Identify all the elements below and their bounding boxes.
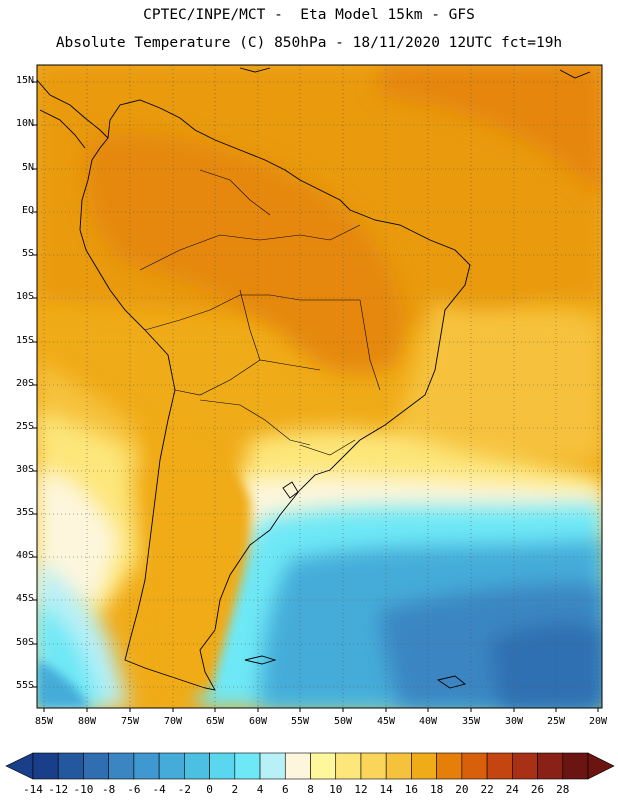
lon-label: 45W bbox=[376, 716, 396, 727]
colorbar-swatch bbox=[57, 752, 84, 780]
colorbar-label: 2 bbox=[231, 783, 239, 796]
lat-label: 30S bbox=[15, 464, 34, 475]
lon-label: 25W bbox=[546, 716, 566, 727]
colorbar-label: -2 bbox=[177, 783, 191, 796]
colorbar-swatch bbox=[512, 752, 538, 780]
lat-label: 5S bbox=[21, 248, 34, 259]
lon-label: 20W bbox=[588, 716, 608, 727]
lat-label: EQ bbox=[21, 205, 34, 216]
lat-label: 25S bbox=[15, 421, 34, 432]
colorbar-label: 24 bbox=[505, 783, 519, 796]
colorbar-swatch bbox=[411, 752, 437, 780]
colorbar-swatch bbox=[133, 752, 160, 780]
coastline bbox=[37, 67, 591, 691]
lat-label: 50S bbox=[15, 637, 34, 648]
lat-label: 15S bbox=[15, 335, 34, 346]
map-frame bbox=[36, 64, 603, 709]
temperature-field bbox=[37, 65, 602, 708]
lon-label: 85W bbox=[34, 716, 54, 727]
lon-label: 60W bbox=[248, 716, 268, 727]
lat-label: 20S bbox=[15, 378, 34, 389]
map-title-line1: CPTEC/INPE/MCT - Eta Model 15km - GFS bbox=[143, 7, 475, 23]
colorbar-swatch bbox=[537, 752, 564, 780]
lon-label: 80W bbox=[77, 716, 97, 727]
lat-label: 45S bbox=[15, 593, 34, 604]
map-title-line2: Absolute Temperature (C) 850hPa - 18/11/… bbox=[55, 35, 563, 51]
lon-label: 35W bbox=[461, 716, 481, 727]
axis-ticks bbox=[33, 81, 599, 712]
lat-label: 55S bbox=[15, 680, 34, 691]
colorbar-swatch bbox=[310, 752, 337, 780]
colorbar-label: 22 bbox=[480, 783, 494, 796]
colorbar bbox=[5, 752, 615, 780]
colorbar-swatch bbox=[335, 752, 362, 780]
colorbar-label: 4 bbox=[256, 783, 264, 796]
lat-label: 40S bbox=[15, 550, 34, 561]
colorbar-max-arrow bbox=[587, 752, 615, 780]
colorbar-label: 28 bbox=[556, 783, 570, 796]
lat-label: 10N bbox=[15, 118, 34, 129]
colorbar-label: 0 bbox=[206, 783, 213, 796]
colorbar-label: 26 bbox=[530, 783, 545, 796]
colorbar-swatch bbox=[259, 752, 286, 780]
colorbar-min-arrow bbox=[5, 752, 34, 780]
colorbar-swatch bbox=[108, 752, 135, 780]
colorbar-swatch bbox=[284, 752, 311, 780]
lon-label: 70W bbox=[163, 716, 183, 727]
colorbar-label: 8 bbox=[307, 783, 314, 796]
lon-label: 55W bbox=[290, 716, 310, 727]
colorbar-swatch bbox=[83, 752, 109, 780]
colorbar-swatch bbox=[385, 752, 412, 780]
colorbar-swatch bbox=[32, 752, 59, 780]
colorbar-label: -4 bbox=[152, 783, 166, 796]
colorbar-swatch bbox=[562, 752, 589, 780]
colorbar-swatch bbox=[436, 752, 463, 780]
colorbar-swatch bbox=[360, 752, 387, 780]
colorbar-label: 12 bbox=[354, 783, 368, 796]
lon-label: 40W bbox=[418, 716, 438, 727]
lat-label: 35S bbox=[15, 507, 34, 518]
colorbar-swatch bbox=[234, 752, 261, 780]
colorbar-label: -10 bbox=[73, 783, 94, 796]
country-borders bbox=[139, 169, 381, 456]
lat-label: 5N bbox=[21, 162, 34, 173]
colorbar-label: 6 bbox=[281, 783, 289, 796]
colorbar-swatch bbox=[158, 752, 185, 780]
colorbar-label: 16 bbox=[404, 783, 419, 796]
colorbar-swatch bbox=[486, 752, 513, 780]
lon-label: 50W bbox=[333, 716, 353, 727]
lon-label: 65W bbox=[205, 716, 225, 727]
colorbar-label: -12 bbox=[48, 783, 69, 796]
colorbar-label: 18 bbox=[430, 783, 444, 796]
lat-label: 15N bbox=[15, 75, 34, 86]
colorbar-label: -8 bbox=[102, 783, 116, 796]
colorbar-label: 14 bbox=[379, 783, 393, 796]
colorbar-label: 10 bbox=[329, 783, 343, 796]
colorbar-label: 20 bbox=[455, 783, 469, 796]
lon-label: 30W bbox=[504, 716, 524, 727]
colorbar-label: -6 bbox=[127, 783, 141, 796]
colorbar-swatch bbox=[184, 752, 210, 780]
lat-label: 10S bbox=[15, 291, 34, 302]
lon-label: 75W bbox=[120, 716, 140, 727]
colorbar-swatch bbox=[209, 752, 236, 780]
colorbar-swatch bbox=[461, 752, 488, 780]
colorbar-label: -14 bbox=[23, 783, 43, 796]
